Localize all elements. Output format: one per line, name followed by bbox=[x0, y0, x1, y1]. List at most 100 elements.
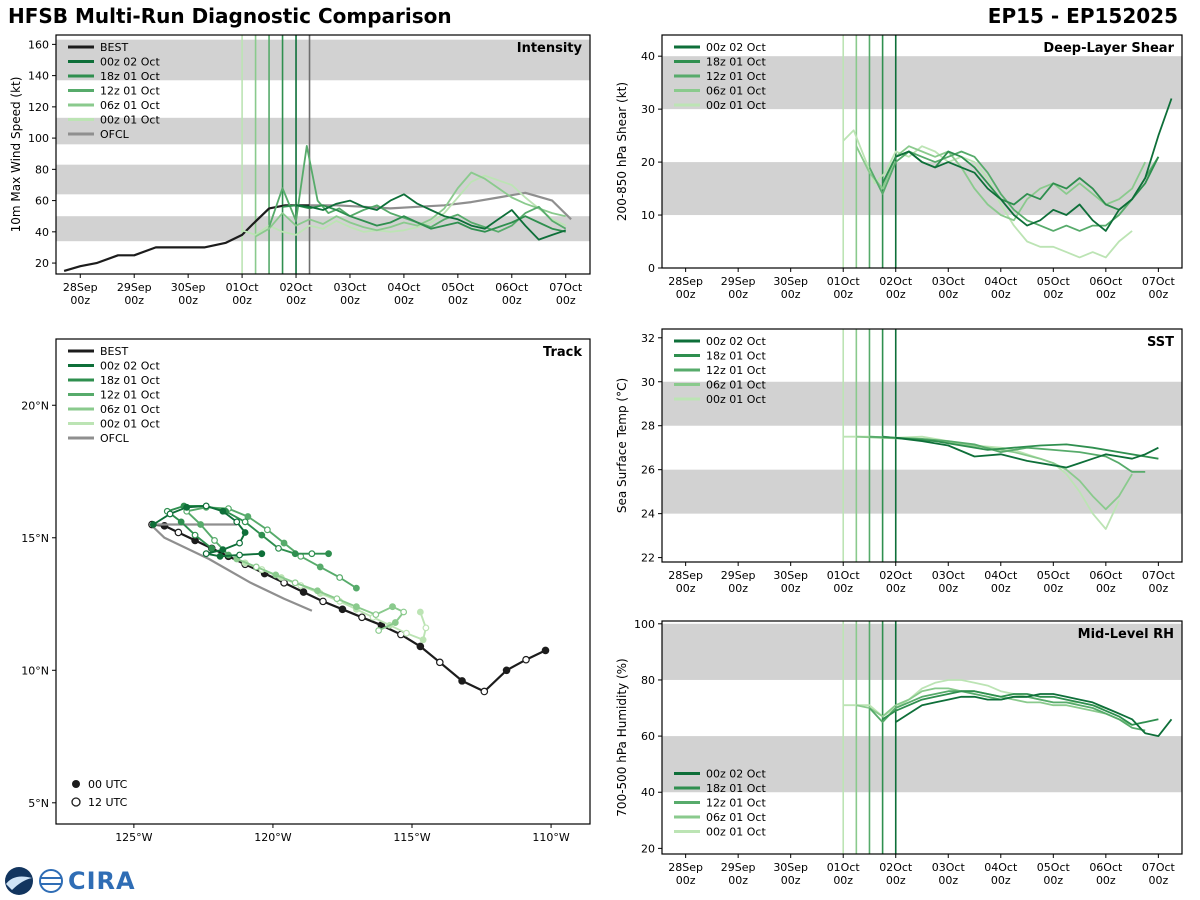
svg-text:100: 100 bbox=[634, 618, 655, 631]
svg-text:06z 01 Oct: 06z 01 Oct bbox=[706, 811, 766, 824]
sst-chart: SST22242628303228Sep00z29Sep00z30Sep00z0… bbox=[615, 328, 1183, 595]
svg-text:02Oct: 02Oct bbox=[280, 281, 314, 294]
svg-text:00z 01 Oct: 00z 01 Oct bbox=[706, 393, 766, 406]
svg-text:20: 20 bbox=[641, 842, 655, 855]
svg-text:30: 30 bbox=[641, 103, 655, 116]
svg-text:28Sep: 28Sep bbox=[668, 861, 703, 874]
svg-text:115°W: 115°W bbox=[393, 831, 430, 844]
svg-text:10m Max Wind Speed (kt): 10m Max Wind Speed (kt) bbox=[9, 77, 23, 233]
svg-text:00z: 00z bbox=[1096, 582, 1116, 595]
svg-text:12 UTC: 12 UTC bbox=[88, 796, 128, 809]
svg-text:00z: 00z bbox=[938, 874, 958, 887]
svg-text:00z: 00z bbox=[728, 288, 748, 301]
svg-text:00z: 00z bbox=[886, 288, 906, 301]
svg-text:120: 120 bbox=[28, 101, 49, 114]
svg-text:0: 0 bbox=[648, 262, 655, 275]
svg-text:Track: Track bbox=[543, 345, 582, 360]
svg-text:00z: 00z bbox=[833, 288, 853, 301]
svg-text:00 UTC: 00 UTC bbox=[88, 778, 128, 791]
svg-text:06Oct: 06Oct bbox=[1089, 861, 1123, 874]
svg-text:00z 01 Oct: 00z 01 Oct bbox=[706, 826, 766, 839]
svg-text:110°W: 110°W bbox=[532, 831, 569, 844]
svg-text:00z 02 Oct: 00z 02 Oct bbox=[706, 768, 766, 781]
svg-text:28: 28 bbox=[641, 420, 655, 433]
svg-text:40: 40 bbox=[641, 50, 655, 63]
svg-text:30Sep: 30Sep bbox=[773, 275, 808, 288]
svg-text:OFCL: OFCL bbox=[100, 128, 130, 141]
svg-text:00z: 00z bbox=[340, 294, 360, 307]
svg-text:160: 160 bbox=[28, 38, 49, 51]
noaa-logo bbox=[5, 867, 33, 895]
svg-text:18z 01 Oct: 18z 01 Oct bbox=[100, 374, 160, 387]
svg-text:04Oct: 04Oct bbox=[984, 275, 1018, 288]
svg-text:00z: 00z bbox=[394, 294, 414, 307]
svg-text:01Oct: 01Oct bbox=[226, 281, 260, 294]
svg-text:07Oct: 07Oct bbox=[549, 281, 583, 294]
svg-text:29Sep: 29Sep bbox=[117, 281, 152, 294]
svg-text:200-850 hPa Shear (kt): 200-850 hPa Shear (kt) bbox=[615, 82, 629, 221]
svg-text:20: 20 bbox=[641, 156, 655, 169]
svg-text:00z: 00z bbox=[286, 294, 306, 307]
svg-text:00z: 00z bbox=[1148, 582, 1168, 595]
svg-text:02Oct: 02Oct bbox=[879, 569, 913, 582]
svg-text:00z 02 Oct: 00z 02 Oct bbox=[100, 56, 160, 69]
svg-text:18z 01 Oct: 18z 01 Oct bbox=[100, 70, 160, 83]
svg-text:5°N: 5°N bbox=[28, 797, 49, 810]
svg-text:00z 02 Oct: 00z 02 Oct bbox=[706, 335, 766, 348]
svg-text:10°N: 10°N bbox=[21, 664, 49, 677]
svg-text:00z: 00z bbox=[938, 582, 958, 595]
svg-text:02Oct: 02Oct bbox=[879, 861, 913, 874]
svg-text:01Oct: 01Oct bbox=[827, 275, 861, 288]
svg-text:125°W: 125°W bbox=[115, 831, 152, 844]
svg-text:28Sep: 28Sep bbox=[668, 569, 703, 582]
svg-text:05Oct: 05Oct bbox=[1037, 569, 1071, 582]
svg-text:Deep-Layer Shear: Deep-Layer Shear bbox=[1043, 41, 1174, 56]
svg-text:00z 01 Oct: 00z 01 Oct bbox=[100, 114, 160, 127]
logo-bar: CIRA bbox=[4, 866, 136, 896]
svg-text:00z: 00z bbox=[781, 874, 801, 887]
svg-text:28Sep: 28Sep bbox=[63, 281, 98, 294]
svg-text:05Oct: 05Oct bbox=[441, 281, 475, 294]
svg-text:06Oct: 06Oct bbox=[1089, 569, 1123, 582]
svg-text:00z: 00z bbox=[1043, 582, 1063, 595]
svg-text:18z 01 Oct: 18z 01 Oct bbox=[706, 56, 766, 69]
svg-text:00z 01 Oct: 00z 01 Oct bbox=[706, 99, 766, 112]
svg-text:00z: 00z bbox=[886, 874, 906, 887]
svg-text:18z 01 Oct: 18z 01 Oct bbox=[706, 782, 766, 795]
svg-text:00z: 00z bbox=[1096, 288, 1116, 301]
svg-text:60: 60 bbox=[641, 730, 655, 743]
svg-text:BEST: BEST bbox=[100, 345, 128, 358]
svg-text:100: 100 bbox=[28, 132, 49, 145]
svg-text:00z: 00z bbox=[1043, 288, 1063, 301]
page-title: HFSB Multi-Run Diagnostic Comparison bbox=[8, 4, 452, 28]
svg-text:07Oct: 07Oct bbox=[1142, 569, 1176, 582]
svg-text:00z: 00z bbox=[991, 874, 1011, 887]
svg-text:00z 02 Oct: 00z 02 Oct bbox=[706, 41, 766, 54]
svg-text:07Oct: 07Oct bbox=[1142, 275, 1176, 288]
svg-text:00z: 00z bbox=[124, 294, 144, 307]
svg-text:00z: 00z bbox=[556, 294, 576, 307]
svg-text:00z: 00z bbox=[1148, 874, 1168, 887]
svg-text:32: 32 bbox=[641, 332, 655, 345]
svg-text:00z: 00z bbox=[178, 294, 198, 307]
svg-text:29Sep: 29Sep bbox=[721, 275, 756, 288]
svg-text:00z: 00z bbox=[232, 294, 252, 307]
svg-text:22: 22 bbox=[641, 552, 655, 565]
svg-text:07Oct: 07Oct bbox=[1142, 861, 1176, 874]
svg-text:20: 20 bbox=[35, 257, 49, 270]
svg-text:30Sep: 30Sep bbox=[171, 281, 206, 294]
svg-text:00z: 00z bbox=[448, 294, 468, 307]
svg-text:02Oct: 02Oct bbox=[879, 275, 913, 288]
svg-text:00z: 00z bbox=[1043, 874, 1063, 887]
svg-text:03Oct: 03Oct bbox=[932, 569, 966, 582]
svg-text:04Oct: 04Oct bbox=[984, 861, 1018, 874]
svg-text:00z: 00z bbox=[781, 582, 801, 595]
svg-text:03Oct: 03Oct bbox=[333, 281, 367, 294]
cira-globe-icon bbox=[39, 869, 63, 893]
svg-text:30: 30 bbox=[641, 376, 655, 389]
cira-logo: CIRA bbox=[68, 867, 136, 895]
svg-text:700-500 hPa Humidity (%): 700-500 hPa Humidity (%) bbox=[615, 658, 629, 816]
svg-text:00z: 00z bbox=[1096, 874, 1116, 887]
svg-text:06z 01 Oct: 06z 01 Oct bbox=[100, 99, 160, 112]
